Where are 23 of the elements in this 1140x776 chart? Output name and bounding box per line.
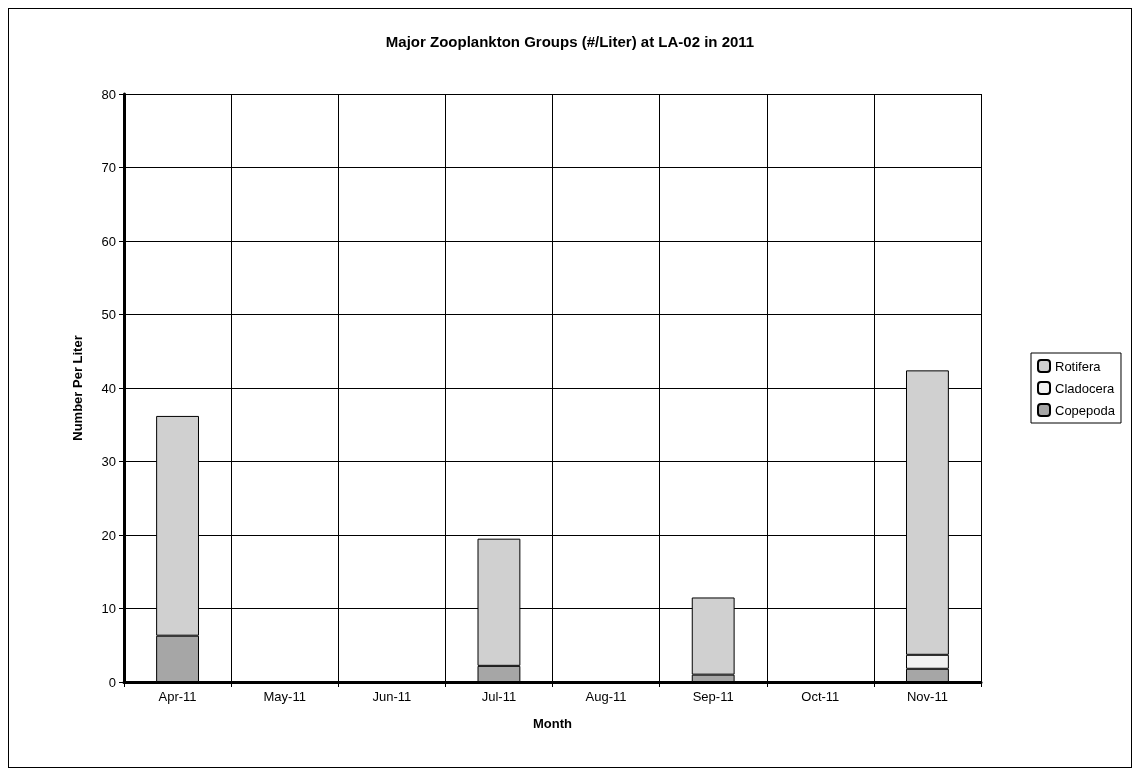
legend-label: Cladocera — [1055, 380, 1116, 396]
legend-label: Rotifera — [1055, 358, 1102, 374]
x-axis-title: Month — [533, 716, 573, 731]
y-tick-label: 10 — [101, 601, 116, 616]
x-tick-label: Sep-11 — [692, 689, 734, 704]
chart-title: Major Zooplankton Groups (#/Liter) at LA-02 in 2011 — [385, 33, 755, 50]
x-tick-label: May-11 — [263, 689, 306, 704]
x-tick-label: Aug-11 — [585, 689, 627, 704]
y-tick-label: 20 — [101, 527, 116, 543]
y-tick-label: 40 — [101, 380, 116, 396]
y-tick-label: 30 — [101, 454, 116, 469]
x-tick-label: Jul-11 — [481, 689, 517, 704]
y-tick-label: 50 — [101, 307, 116, 322]
y-tick-label: 70 — [101, 160, 116, 175]
legend-label: Copepoda — [1055, 402, 1116, 418]
y-tick-label: 80 — [101, 86, 116, 102]
x-tick-label: Oct-11 — [801, 689, 840, 704]
y-tick-label: 0 — [108, 674, 116, 690]
y-tick-label: 60 — [101, 233, 116, 249]
x-tick-label: Apr-11 — [158, 689, 197, 704]
x-tick-label: Jun-11 — [372, 689, 412, 704]
y-axis-title: Number Per Liter — [70, 335, 85, 441]
x-tick-label: Nov-11 — [906, 689, 948, 704]
